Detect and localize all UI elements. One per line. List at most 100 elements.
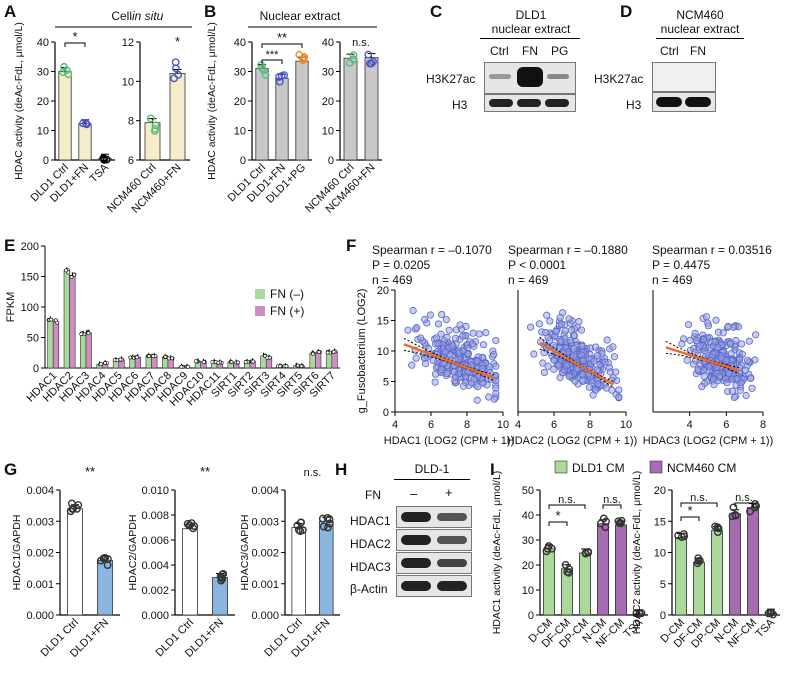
band xyxy=(437,559,467,567)
f-data-point xyxy=(743,356,752,364)
e-data-point xyxy=(135,355,139,360)
e-bar xyxy=(325,351,333,369)
b2-sig: n.s. xyxy=(352,37,370,49)
f-data-point xyxy=(567,326,576,334)
g2-sig: ** xyxy=(200,464,210,479)
data-point xyxy=(764,609,773,618)
e-y-tick-label: 200 xyxy=(21,241,39,253)
data-point xyxy=(349,55,358,64)
f-data-point xyxy=(422,360,430,368)
i-legend-swatch-ncm xyxy=(649,460,663,474)
e-bar xyxy=(63,270,70,369)
e-data-point xyxy=(210,360,215,364)
b1-sig-b-label: ** xyxy=(277,30,287,45)
e-bar xyxy=(52,321,60,369)
g3-sig: n.s. xyxy=(304,467,322,479)
f-x-tick-label: 8 xyxy=(464,419,470,431)
f-data-point xyxy=(450,368,459,376)
data-point xyxy=(219,570,228,578)
i2-sig-c-label: n.s. xyxy=(735,492,753,504)
band xyxy=(437,581,467,591)
f-data-point xyxy=(438,310,446,319)
data-point xyxy=(324,523,332,532)
blot-h-treatment: FN xyxy=(365,488,381,502)
data-point xyxy=(696,556,704,565)
y-tick-label: 0.002 xyxy=(26,548,54,560)
data-point xyxy=(79,119,87,128)
y-tick-label: 30 xyxy=(322,67,334,79)
band xyxy=(545,99,569,107)
data-point xyxy=(275,77,284,86)
e-data-point xyxy=(243,360,248,364)
f-data-point xyxy=(577,326,586,334)
i2-sig-b-label: n.s. xyxy=(690,492,708,504)
blot-d-lane-fn: FN xyxy=(690,44,706,58)
e-y-axis-label: FPKM xyxy=(5,292,17,323)
blot-d-subtitle: nuclear extract xyxy=(660,22,740,36)
e-y-tick-label: 0 xyxy=(33,363,39,375)
f-data-point xyxy=(571,377,579,385)
y-tick-label: 30 xyxy=(37,67,49,79)
e-data-point xyxy=(49,317,54,322)
blot-c-title: DLD1 xyxy=(515,8,547,22)
f-y-tick-label: 10 xyxy=(377,346,389,358)
panel-label-d: D xyxy=(620,2,633,21)
f-data-point xyxy=(434,320,443,328)
f-data-point xyxy=(478,364,487,373)
e-data-point xyxy=(163,354,168,359)
data-point xyxy=(171,64,180,73)
x-tick-label: TSA xyxy=(87,161,111,185)
y-tick-label: 8 xyxy=(128,116,134,128)
f-data-point xyxy=(698,383,706,391)
y-tick-label: 12 xyxy=(122,37,134,49)
data-point xyxy=(217,576,225,585)
blot-h-lane-plus: + xyxy=(445,485,453,500)
data-point xyxy=(731,510,740,519)
y-axis-label: HDAC1 activity (deAc-FdL, μmol/L) xyxy=(491,471,503,635)
f-data-point xyxy=(694,366,702,374)
e-data-point xyxy=(317,350,321,355)
e-y-tick-label: 100 xyxy=(21,302,39,314)
f-data-point xyxy=(479,341,488,349)
y-axis-label: HDAC activity (deAc-FdL, μmol/L) xyxy=(13,22,25,180)
f-stat-r: Spearman r = –0.1880 xyxy=(508,243,628,257)
y-tick-label: 0.000 xyxy=(251,610,279,622)
blot-h-row-hdac3: HDAC3 xyxy=(350,560,391,574)
blot-d-lane-ctrl: Ctrl xyxy=(660,44,679,58)
f-fit-line xyxy=(539,342,614,386)
f-data-point xyxy=(683,356,691,364)
data-point xyxy=(146,114,155,123)
y-axis-label: HDAC2/GAPDH xyxy=(127,515,139,591)
e-data-point xyxy=(98,362,103,367)
y-tick-label: 20 xyxy=(522,560,534,572)
f-data-point xyxy=(561,327,569,335)
f-x-tick-label: 6 xyxy=(551,419,557,431)
f-data-point xyxy=(723,379,731,387)
f-data-point xyxy=(445,326,453,334)
f-data-point xyxy=(526,323,535,331)
f-data-point xyxy=(438,366,446,374)
e-data-point xyxy=(331,349,336,354)
blot-h-row-hdac1: HDAC1 xyxy=(350,514,391,528)
data-point xyxy=(73,505,81,513)
data-point xyxy=(325,519,334,528)
data-point xyxy=(349,51,358,60)
data-point xyxy=(170,74,178,83)
e-legend-swatch-minus xyxy=(255,289,265,299)
y-tick-label: 0.003 xyxy=(26,516,54,528)
data-point xyxy=(714,524,723,533)
f-y-tick-label: 0 xyxy=(383,407,389,419)
i2-sig-a xyxy=(680,516,700,521)
bar xyxy=(291,527,307,616)
panel-label-g: G xyxy=(4,460,18,479)
i1-sig-a xyxy=(548,521,568,526)
data-point xyxy=(637,609,646,618)
e-data-point xyxy=(72,272,77,277)
f-ci-lower xyxy=(403,349,495,382)
bar xyxy=(58,71,72,161)
data-point xyxy=(544,542,553,550)
b1-sig-a xyxy=(261,59,283,64)
f-data-point xyxy=(546,317,554,325)
f-data-point xyxy=(742,391,750,400)
data-point xyxy=(364,50,373,59)
